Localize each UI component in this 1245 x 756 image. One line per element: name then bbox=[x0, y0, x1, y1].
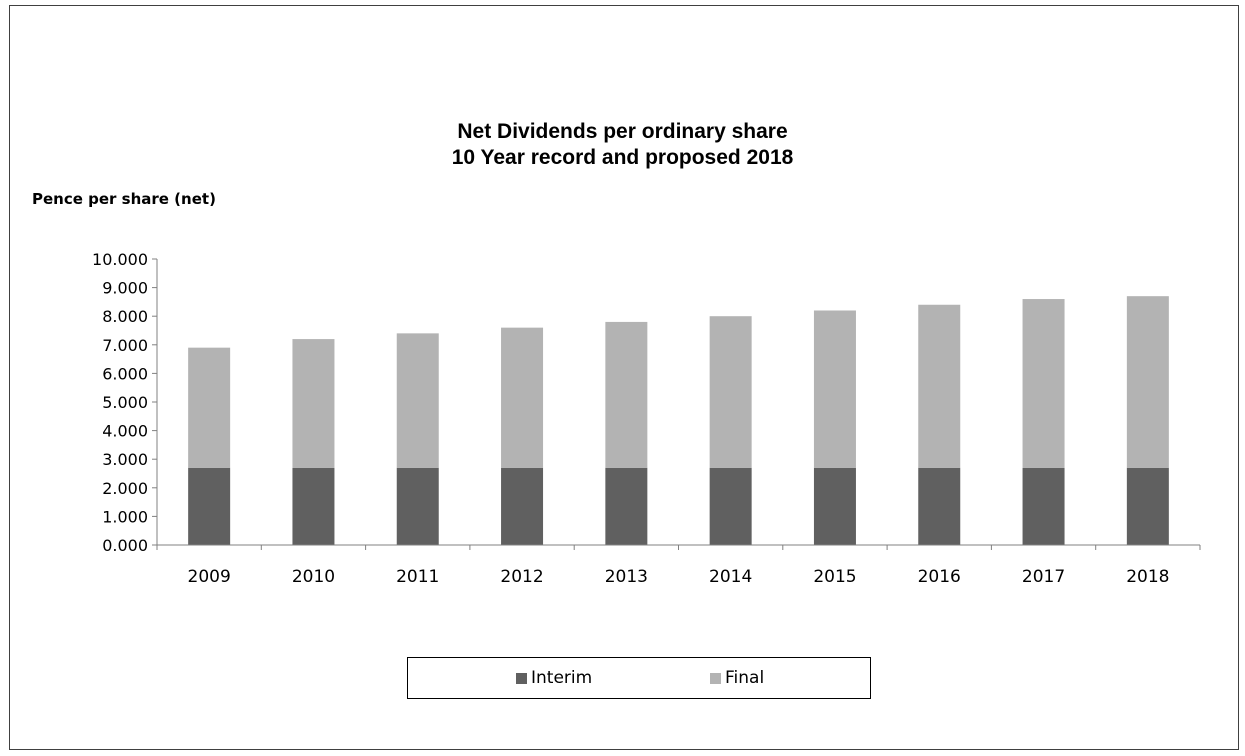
y-tick-label: 2.000 bbox=[102, 479, 148, 498]
x-tick-label: 2014 bbox=[709, 567, 752, 587]
y-tick-label: 9.000 bbox=[102, 279, 148, 298]
bar-final-2013 bbox=[605, 321, 648, 468]
y-tick-label: 7.000 bbox=[102, 336, 148, 355]
legend-item-final: Final bbox=[710, 668, 764, 688]
bar-interim-2009 bbox=[188, 467, 231, 545]
y-tick-label: 0.000 bbox=[102, 536, 148, 555]
y-tick-label: 10.000 bbox=[92, 250, 148, 269]
legend-label-interim: Interim bbox=[531, 668, 593, 688]
y-tick-label: 1.000 bbox=[102, 507, 148, 526]
legend-label-final: Final bbox=[725, 668, 765, 688]
bar-final-2014 bbox=[709, 316, 752, 468]
bar-interim-2012 bbox=[501, 467, 544, 545]
x-tick-label: 2013 bbox=[605, 567, 648, 587]
bar-interim-2014 bbox=[709, 467, 752, 545]
bar-final-2017 bbox=[1022, 299, 1065, 468]
bar-final-2011 bbox=[396, 333, 439, 468]
x-tick-label: 2010 bbox=[292, 567, 335, 587]
chart-title: Net Dividends per ordinary share bbox=[457, 120, 788, 143]
chart-subtitle: 10 Year record and proposed 2018 bbox=[451, 146, 794, 169]
bar-interim-2011 bbox=[396, 467, 439, 545]
legend-swatch-final bbox=[710, 672, 721, 684]
bar-final-2016 bbox=[918, 304, 961, 468]
bar-interim-2016 bbox=[918, 467, 961, 545]
y-tick-label: 3.000 bbox=[102, 450, 148, 469]
bar-final-2015 bbox=[813, 310, 856, 468]
bar-final-2018 bbox=[1126, 296, 1169, 468]
bar-interim-2018 bbox=[1126, 467, 1169, 545]
bar-final-2012 bbox=[501, 327, 544, 468]
x-tick-label: 2011 bbox=[396, 567, 439, 587]
legend-swatch-interim bbox=[516, 672, 527, 684]
legend: Interim Final bbox=[407, 657, 871, 699]
y-axis-label: Pence per share (net) bbox=[32, 190, 216, 208]
x-tick-label: 2017 bbox=[1022, 567, 1065, 587]
bar-final-2009 bbox=[188, 347, 231, 468]
y-tick-label: 4.000 bbox=[102, 422, 148, 441]
y-tick-label: 6.000 bbox=[102, 364, 148, 383]
y-tick-label: 8.000 bbox=[102, 307, 148, 326]
bar-final-2010 bbox=[292, 339, 335, 468]
x-tick-label: 2018 bbox=[1126, 567, 1169, 587]
x-tick-label: 2009 bbox=[188, 567, 231, 587]
bar-interim-2017 bbox=[1022, 467, 1065, 545]
x-tick-label: 2015 bbox=[813, 567, 856, 587]
legend-item-interim: Interim bbox=[516, 668, 592, 688]
y-tick-label: 5.000 bbox=[102, 393, 148, 412]
x-tick-label: 2016 bbox=[918, 567, 961, 587]
bar-interim-2010 bbox=[292, 467, 335, 545]
bar-interim-2015 bbox=[813, 467, 856, 545]
x-tick-label: 2012 bbox=[500, 567, 543, 587]
bar-interim-2013 bbox=[605, 467, 648, 545]
